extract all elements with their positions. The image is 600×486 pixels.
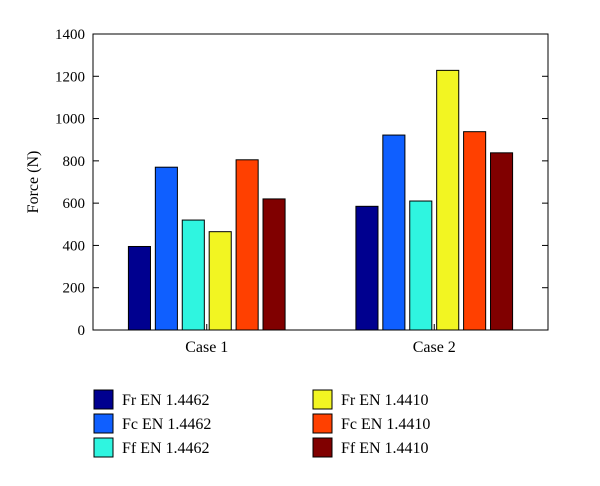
legend-swatch xyxy=(93,413,114,434)
x-category-label: Case 2 xyxy=(413,339,456,356)
legend-label: Fc EN 1.4462 xyxy=(122,416,211,433)
bar-3-case-1 xyxy=(181,219,205,331)
bar-6-case-2 xyxy=(490,152,514,331)
legend-label: Ff EN 1.4462 xyxy=(122,440,210,457)
legend-label: Fr EN 1.4462 xyxy=(122,392,210,409)
bar-2-case-1 xyxy=(154,166,178,331)
bar-1-case-2 xyxy=(355,205,379,331)
y-tick-label: 400 xyxy=(63,238,86,254)
y-tick-label: 1200 xyxy=(55,69,85,85)
legend-swatch xyxy=(312,389,333,410)
bars-group xyxy=(127,69,514,331)
x-category-label: Case 1 xyxy=(185,339,228,356)
bar-1-case-1 xyxy=(127,245,151,331)
x-axis-labels: Case 1 Case 2 xyxy=(185,324,456,356)
legend-swatch xyxy=(312,413,333,434)
y-tick-label: 0 xyxy=(78,323,86,339)
bar-3-case-2 xyxy=(409,200,433,331)
legend-label: Ff EN 1.4410 xyxy=(341,440,429,457)
y-tick-label: 600 xyxy=(63,196,86,212)
bar-5-case-2 xyxy=(463,131,487,331)
y-tick-label: 200 xyxy=(63,281,86,297)
legend-label: Fc EN 1.4410 xyxy=(341,416,430,433)
bar-4-case-1 xyxy=(208,231,232,331)
bar-5-case-1 xyxy=(235,159,259,331)
bar-2-case-2 xyxy=(382,134,406,331)
legend-swatch xyxy=(312,437,333,458)
bar-4-case-2 xyxy=(436,69,460,331)
y-tick-label: 1400 xyxy=(55,27,85,43)
y-axis-ticks: 0 200 400 600 800 1000 1200 1400 xyxy=(55,27,548,339)
y-tick-label: 800 xyxy=(63,154,86,170)
legend: Fr EN 1.4462 Fc EN 1.4462 Ff EN 1.4462 Fr E… xyxy=(93,389,430,458)
legend-swatch xyxy=(93,389,114,410)
legend-swatch xyxy=(93,437,114,458)
legend-label: Fr EN 1.4410 xyxy=(341,392,429,409)
y-axis-title: Force (N) xyxy=(25,151,42,214)
bar-6-case-1 xyxy=(262,198,286,331)
plot-area-frame xyxy=(92,33,549,331)
y-tick-label: 1000 xyxy=(55,112,85,128)
